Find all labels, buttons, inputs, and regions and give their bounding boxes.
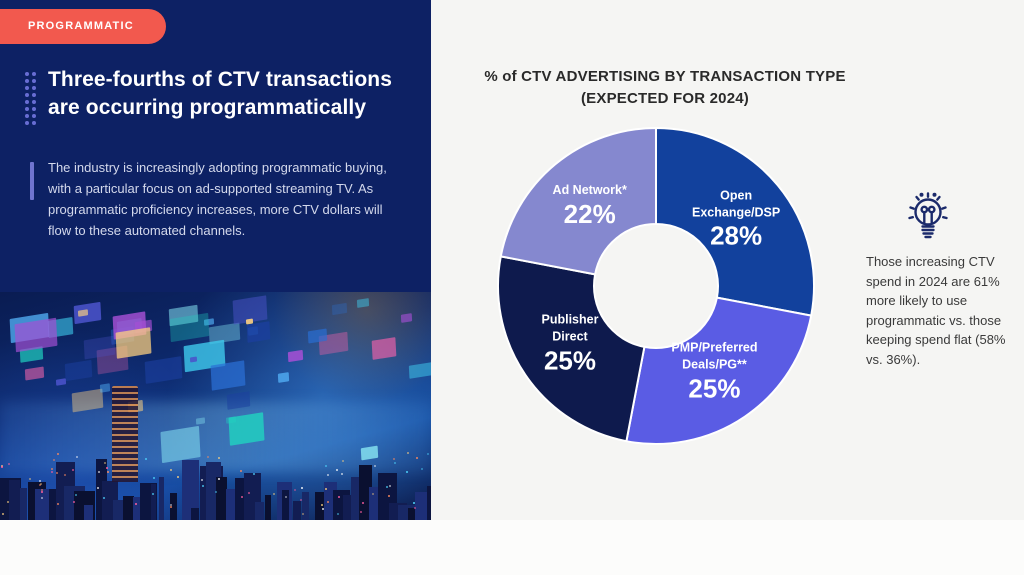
slide-title: Three-fourths of CTV transactions are oc… [48, 66, 408, 121]
donut-segment-label-3: Ad Network* 22% [552, 182, 627, 229]
donut-segment-1 [625, 296, 813, 445]
left-panel: PROGRAMMATIC Three-fourths of CTV transa… [0, 0, 431, 520]
dots-decoration [25, 72, 36, 125]
donut-svg [497, 127, 815, 445]
chart-title-line2: (EXPECTED FOR 2024) [580, 89, 749, 107]
donut-segment-0 [655, 127, 815, 317]
donut-chart: Open Exchange/DSP 28% PMP/Preferred Deals/PG… [496, 126, 816, 446]
slide-title-line1: Three-fourths of CTV transactions [48, 68, 392, 91]
accent-bar [30, 162, 34, 200]
footer: iab. AP Advertiser Perceptions Guideline… [0, 520, 1024, 575]
slide-title-line2: are occurring programmatically [48, 95, 367, 119]
slide-body-text: The industry is increasingly adopting pr… [48, 160, 387, 239]
donut-segment-label-1: PMP/Preferred Deals/PG** 25% [671, 340, 758, 404]
ctv-city-photo [0, 292, 431, 520]
callout-text: Those increasing CTV spend in 2024 are 6… [866, 254, 1006, 367]
donut-segment-label-2: Publisher Direct 25% [541, 313, 599, 376]
programmatic-badge: PROGRAMMATIC [0, 9, 166, 44]
chart-title: % of CTV ADVERTISING BY TRANSACTION TYPE… [450, 66, 880, 110]
chart-title-line1: % of CTV ADVERTISING BY TRANSACTION TYPE [484, 68, 846, 85]
donut-segment-2 [497, 255, 646, 443]
donut-segment-label-0: Open Exchange/DSP 28% [692, 188, 781, 252]
donut-segment-3 [499, 127, 657, 276]
lightbulb-icon [908, 192, 948, 239]
